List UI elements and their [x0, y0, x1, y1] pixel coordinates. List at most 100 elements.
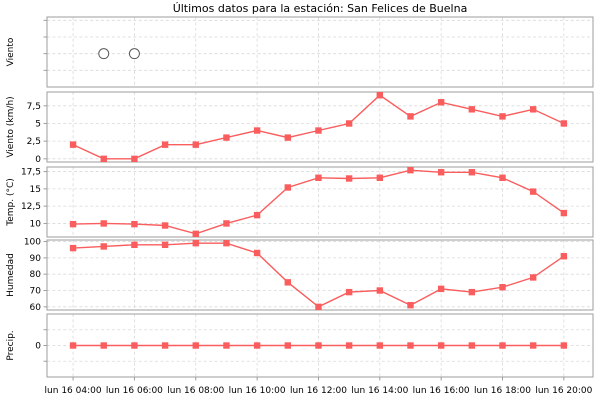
- viento-vel-marker: [468, 106, 476, 113]
- x-tick-label: lun 16 06:00: [106, 386, 163, 396]
- precip-marker: [315, 342, 322, 349]
- humedad-marker: [100, 243, 107, 250]
- humedad-marker: [560, 253, 568, 260]
- precip-marker: [69, 342, 77, 349]
- precip-marker: [131, 342, 138, 349]
- temp-marker: [161, 222, 169, 229]
- temp-marker: [100, 220, 107, 227]
- chart-title: Últimos datos para la estación: San Feli…: [172, 2, 468, 15]
- panel-border: [46, 16, 594, 88]
- calm-wind-circle: [128, 48, 140, 60]
- viento-vel-marker: [131, 155, 138, 163]
- y-tick-label: 80: [30, 270, 42, 280]
- x-tick-label: lun 16 20:00: [535, 386, 592, 396]
- viento-vel-marker: [407, 113, 414, 120]
- humedad-marker: [131, 241, 138, 249]
- calm-wind-circle: [98, 48, 110, 60]
- humedad-marker: [529, 274, 537, 281]
- panel-border: [46, 91, 594, 163]
- humedad-marker: [468, 288, 476, 296]
- panel-precip: 0 Precip. lun 16 04:00 lun 16 06:00 lun 16 0…: [6, 313, 594, 396]
- temp-marker: [131, 220, 138, 228]
- humedad-marker: [161, 241, 169, 249]
- x-tick-label: lun 16 10:00: [229, 386, 286, 396]
- temp-marker: [529, 188, 537, 195]
- humedad-marker: [315, 303, 322, 311]
- humedad-marker: [284, 279, 291, 286]
- humedad-marker: [345, 288, 353, 296]
- precip-marker: [468, 342, 476, 349]
- viento-vel-marker: [192, 141, 199, 148]
- temp-marker: [284, 184, 291, 191]
- humedad-marker: [192, 239, 199, 247]
- precip-marker: [253, 342, 261, 349]
- panel-humedad: 60 70 80 90 100 Humedad: [6, 238, 594, 313]
- y-axis-label-viento-dir: Viento: [6, 37, 16, 66]
- viento-vel-marker: [253, 127, 261, 134]
- temp-marker: [69, 220, 77, 228]
- temp-marker: [407, 166, 414, 174]
- panel-border: [46, 239, 594, 311]
- panel-viento-dir: Viento: [6, 16, 594, 88]
- y-tick-label: 0: [35, 342, 41, 352]
- y-tick-label: 2,5: [27, 137, 41, 147]
- precip-marker: [223, 342, 230, 349]
- humedad-marker: [407, 301, 414, 309]
- temp-marker: [253, 211, 261, 219]
- viento-vel-marker: [315, 127, 322, 134]
- y-tick-label: 70: [30, 287, 42, 297]
- temp-marker: [468, 169, 476, 176]
- viento-vel-marker: [345, 120, 353, 127]
- viento-vel-marker: [376, 91, 384, 99]
- x-tick-label: lun 16 12:00: [290, 386, 347, 396]
- temp-marker: [437, 169, 445, 176]
- panel-border: [46, 313, 594, 378]
- panel-viento-vel: 0 2,5 5 7,5 Viento (km/h): [6, 91, 594, 165]
- viento-vel-marker: [100, 155, 107, 163]
- precip-marker: [376, 342, 384, 349]
- humedad-marker: [69, 244, 77, 252]
- humedad-marker: [223, 239, 230, 247]
- y-axis-label-humedad: Humedad: [6, 253, 16, 297]
- temp-marker: [560, 209, 568, 217]
- temp-marker: [192, 230, 199, 238]
- x-tick-label: lun 16 14:00: [351, 386, 408, 396]
- viento-vel-marker: [437, 99, 445, 106]
- viento-vel-marker: [560, 120, 568, 127]
- y-tick-label: 90: [30, 254, 42, 264]
- panel-border: [46, 166, 594, 238]
- x-tick-label: lun 16 08:00: [167, 386, 224, 396]
- y-tick-label: 60: [30, 303, 42, 313]
- y-tick-label: 5: [35, 119, 41, 129]
- x-tick-label: lun 16 16:00: [413, 386, 470, 396]
- y-axis-label-viento-vel: Viento (km/h): [6, 96, 16, 157]
- x-tick-label: lun 16 18:00: [474, 386, 531, 396]
- y-tick-label: 17,5: [21, 168, 41, 178]
- y-axis-label-temp: Temp. (°C): [6, 178, 16, 227]
- humedad-marker: [376, 287, 384, 294]
- y-axis-label-precip: Precip.: [6, 330, 16, 360]
- viento-vel-marker: [284, 134, 291, 141]
- precip-marker: [192, 342, 199, 349]
- humedad-marker: [437, 285, 445, 293]
- precip-marker: [100, 342, 107, 349]
- y-tick-label: 7,5: [27, 102, 41, 112]
- temp-marker: [345, 175, 353, 182]
- temp-marker: [315, 174, 322, 181]
- precip-marker: [284, 342, 291, 349]
- humedad-marker: [499, 284, 506, 291]
- viento-vel-marker: [529, 106, 537, 113]
- precip-marker: [407, 342, 414, 349]
- precip-marker: [499, 342, 506, 349]
- humedad-marker: [253, 249, 261, 257]
- viento-vel-marker: [161, 141, 169, 148]
- y-tick-label: 100: [24, 238, 41, 248]
- precip-marker: [560, 342, 568, 349]
- precip-marker: [437, 342, 445, 349]
- precip-marker: [345, 342, 353, 349]
- y-tick-label: 15: [30, 185, 41, 195]
- y-tick-label: 0: [35, 155, 41, 165]
- x-tick-label: lun 16 04:00: [45, 386, 102, 396]
